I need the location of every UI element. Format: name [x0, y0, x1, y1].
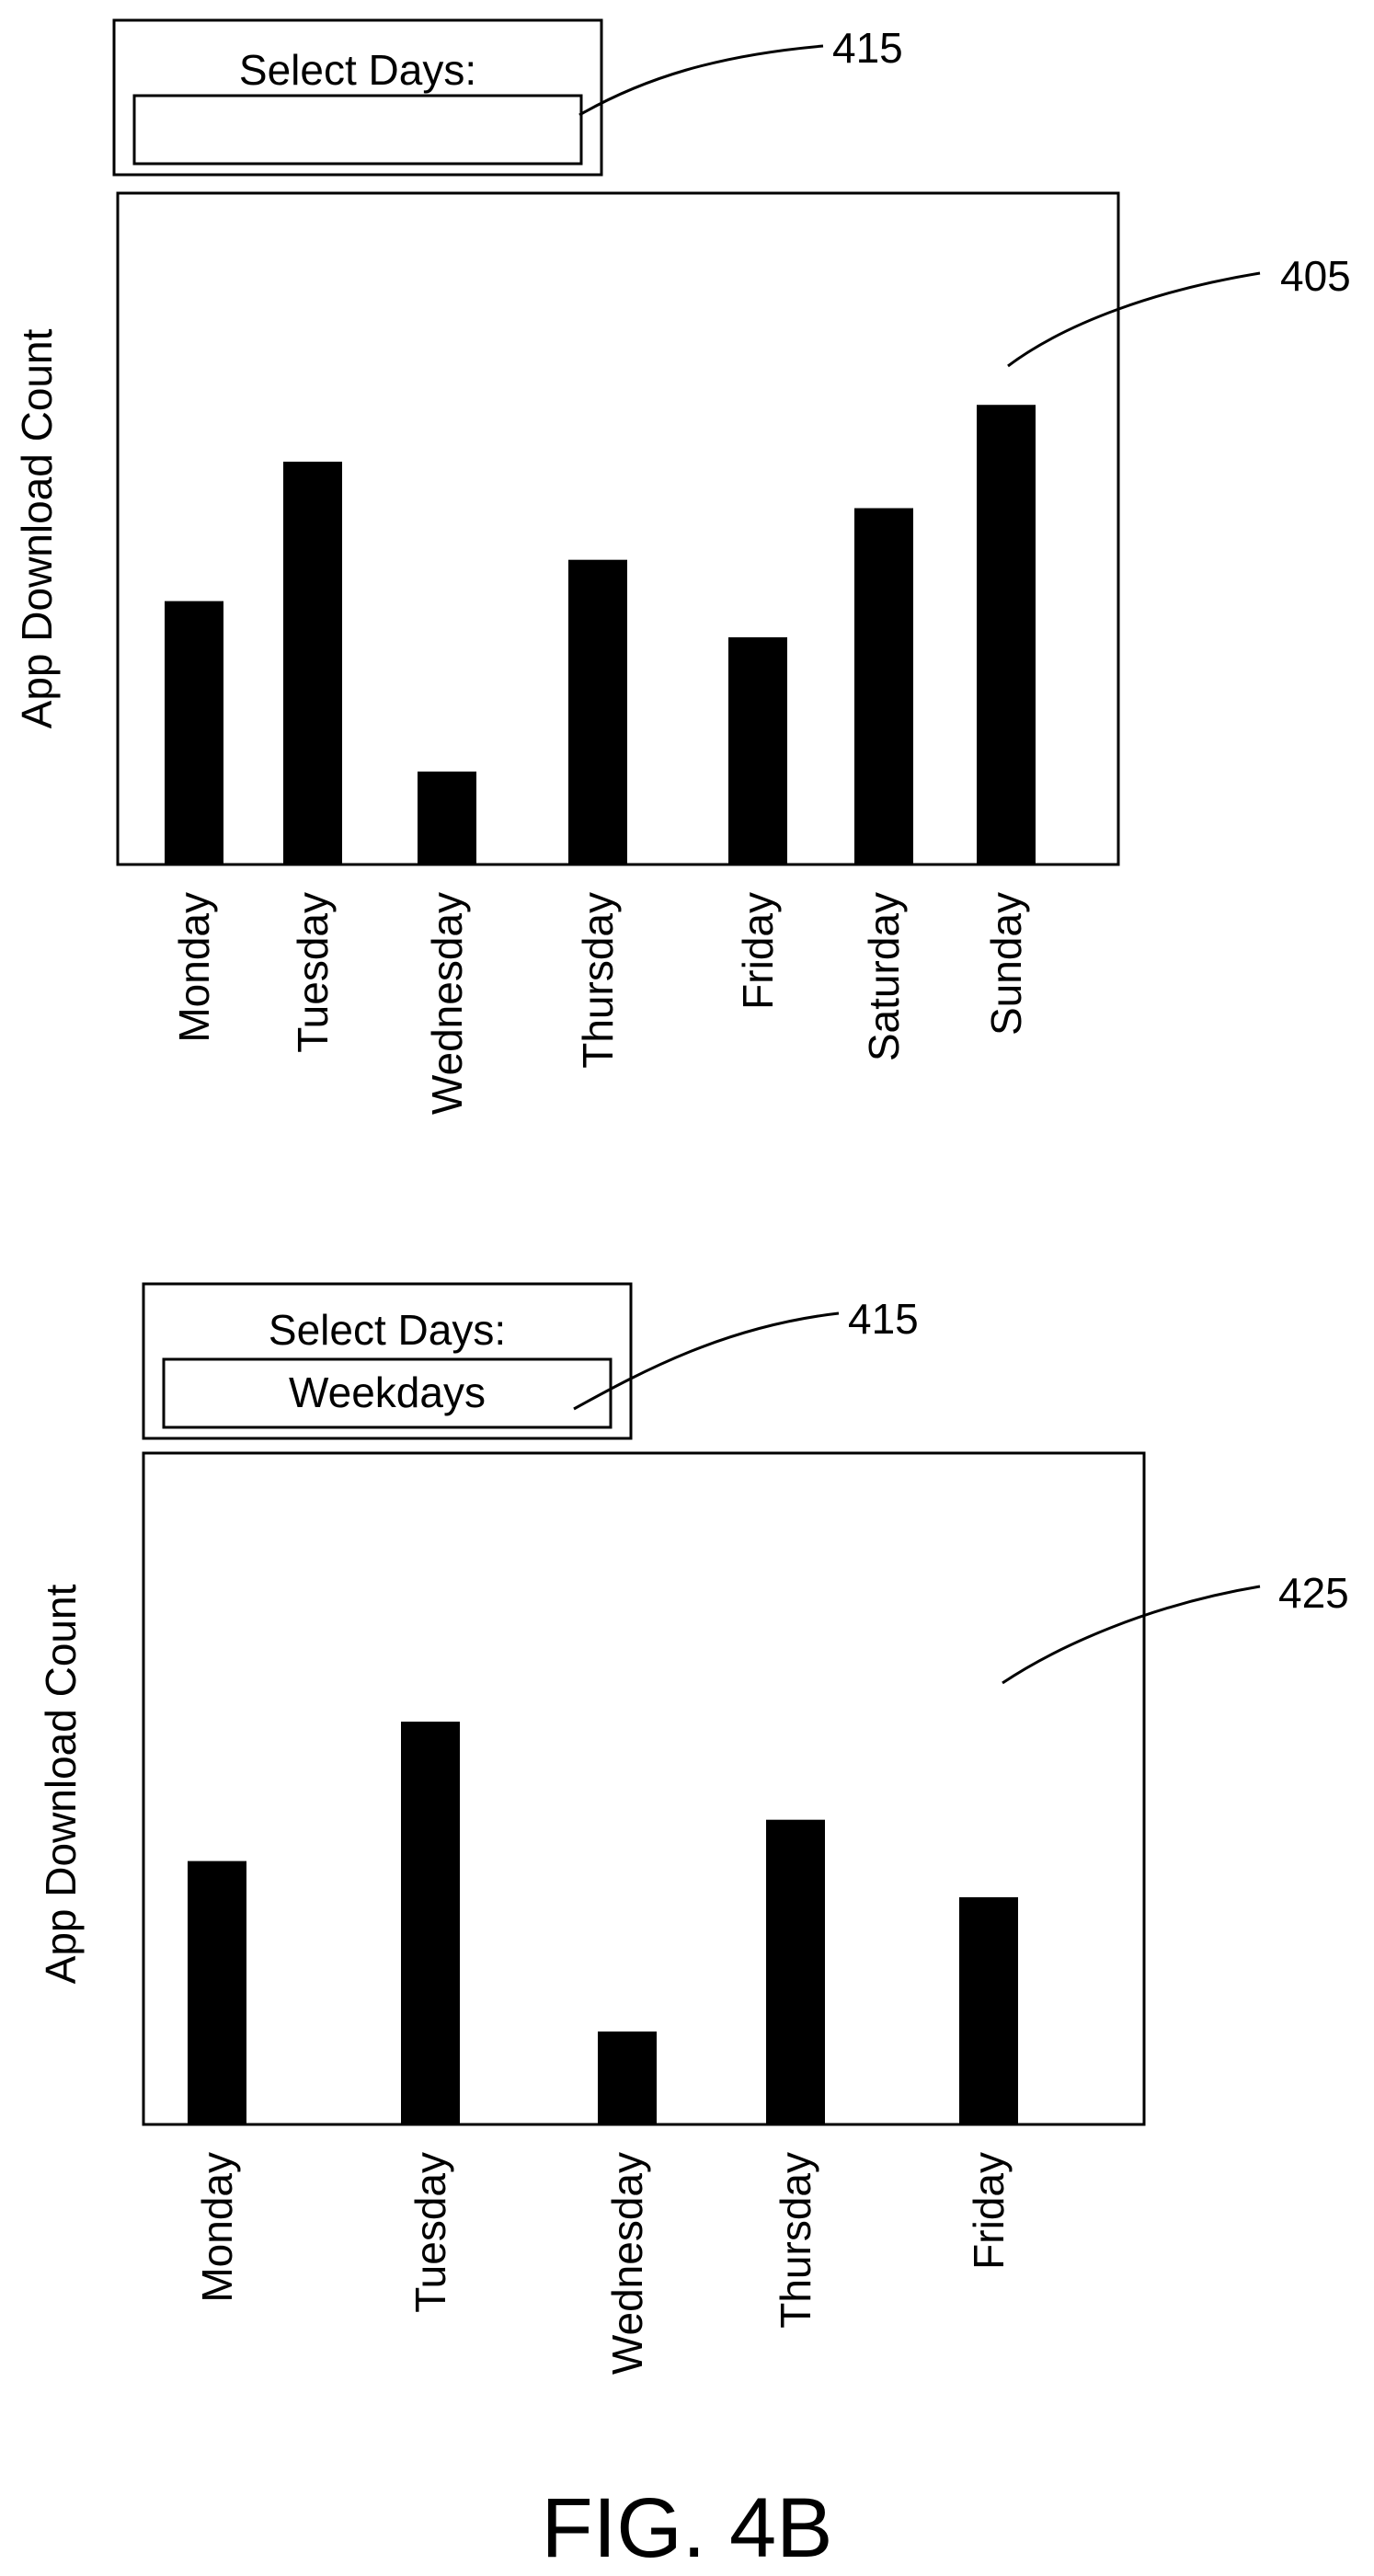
bar-saturday: [854, 508, 913, 864]
ref-numeral-425: 425: [1278, 1569, 1349, 1617]
bar-friday: [959, 1896, 1018, 2124]
figure-caption: FIG. 4B: [542, 2481, 833, 2575]
x-tick-thursday: Thursday: [574, 892, 622, 1069]
bar-sunday: [977, 405, 1036, 864]
chart-2-bars: [188, 1722, 1018, 2124]
x-tick-friday: Friday: [734, 892, 782, 1010]
ref-leader-425: [1002, 1585, 1261, 1685]
bar-friday: [728, 636, 787, 864]
ref-leader-415-a: [578, 44, 824, 117]
bar-tuesday: [283, 462, 342, 864]
x-tick-friday: Friday: [965, 2152, 1013, 2270]
chart-1-bars: [165, 405, 1036, 864]
x-tick-tuesday: Tuesday: [406, 2152, 454, 2313]
ref-leader-405: [1007, 271, 1261, 368]
x-tick-tuesday: Tuesday: [289, 892, 337, 1053]
day-selector-2-label: Select Days:: [269, 1306, 506, 1354]
day-selector-1-label: Select Days:: [239, 46, 476, 94]
x-tick-wednesday: Wednesday: [423, 892, 471, 1115]
bar-monday: [165, 601, 223, 864]
day-selector-1: Select Days:: [112, 18, 603, 177]
chart-1-x-ticks: Monday Tuesday Wednesday Thursday Friday Satu…: [170, 892, 1030, 1115]
day-selector-2-value: Weekdays: [289, 1368, 486, 1416]
bar-thursday: [766, 1819, 825, 2124]
panel-2: Select Days: Weekdays 415 Monday Tuesday W…: [37, 1282, 1349, 2375]
x-tick-saturday: Saturday: [860, 892, 908, 1061]
day-selector-2-frame: [142, 1282, 633, 1440]
x-tick-sunday: Sunday: [982, 892, 1030, 1036]
ref-numeral-405: 405: [1280, 252, 1351, 300]
day-selector-2-input[interactable]: [162, 1357, 613, 1429]
chart-2-x-ticks: Monday Tuesday Wednesday Thursday Friday: [193, 2152, 1013, 2375]
bar-monday: [188, 1860, 246, 2124]
ref-numeral-415-b: 415: [848, 1295, 919, 1343]
x-tick-wednesday: Wednesday: [603, 2152, 651, 2375]
bar-tuesday: [401, 1722, 460, 2124]
x-tick-thursday: Thursday: [772, 2152, 819, 2329]
bar-wednesday: [418, 771, 476, 864]
bar-thursday: [568, 559, 627, 864]
x-tick-monday: Monday: [193, 2152, 241, 2303]
day-selector-1-input[interactable]: [132, 94, 583, 166]
day-selector-1-frame: [112, 18, 603, 177]
panel-1: Select Days: 415 Monday Tuesday Wednesday T…: [13, 18, 1351, 1115]
ref-leader-415-b: [573, 1311, 840, 1411]
chart-2-ylabel: App Download Count: [37, 1584, 85, 1984]
bar-wednesday: [598, 2031, 657, 2124]
chart-1-ylabel: App Download Count: [13, 328, 61, 728]
day-selector-2: Select Days: Weekdays: [142, 1282, 633, 1440]
x-tick-monday: Monday: [170, 892, 218, 1043]
ref-numeral-415-a: 415: [832, 24, 903, 72]
